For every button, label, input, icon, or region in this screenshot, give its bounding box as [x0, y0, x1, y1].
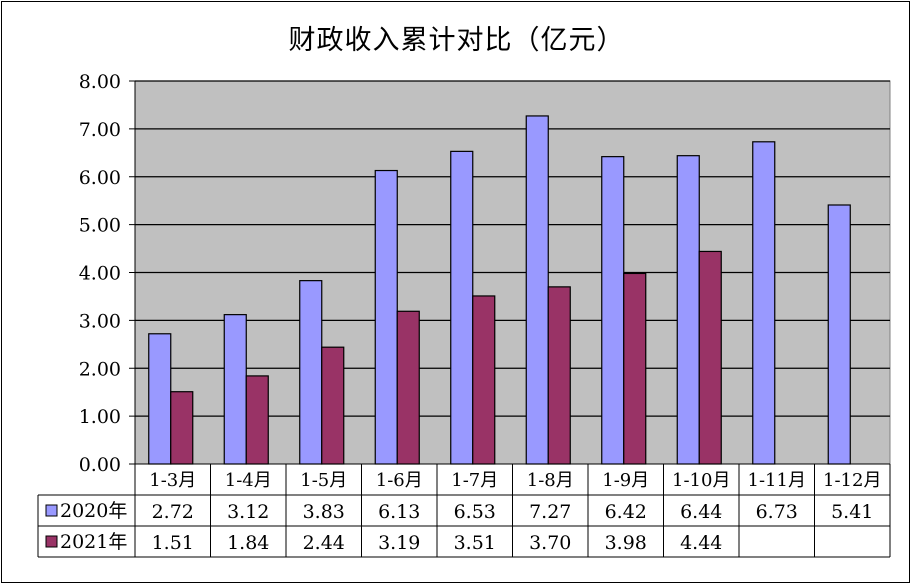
x-tick-label: 1-8月	[527, 470, 574, 491]
legend-swatch	[45, 504, 58, 517]
data-table-cell: 3.83	[303, 501, 345, 523]
data-table-cell: 6.42	[605, 501, 647, 523]
bar-series-2	[245, 375, 269, 465]
bar-series-2	[396, 310, 420, 465]
bar-series-1	[827, 204, 851, 465]
bar-series-2	[698, 250, 722, 465]
x-tick-label: 1-5月	[300, 470, 347, 491]
y-tick-label: 1.00	[79, 406, 121, 428]
y-tick-label: 7.00	[79, 119, 121, 141]
x-tick-label: 1-11月	[748, 470, 806, 491]
data-table-cell: 4.44	[680, 532, 722, 554]
bar-series-2	[623, 272, 647, 465]
data-table-cell: 3.70	[529, 532, 571, 554]
bar-series-1	[374, 169, 398, 465]
data-table-cell: 3.51	[454, 532, 496, 554]
y-tick-label: 3.00	[79, 310, 121, 332]
data-table-cell: 3.19	[378, 532, 420, 554]
bar-series-1	[525, 115, 549, 465]
data-table-cell: 6.53	[454, 501, 496, 523]
bar-series-1	[299, 280, 323, 465]
data-table-cell: 2.72	[152, 501, 194, 523]
x-tick-label: 1-3月	[149, 470, 196, 491]
data-table-cell: 7.27	[529, 501, 571, 523]
bar-series-2	[321, 346, 345, 465]
x-tick-label: 1-6月	[376, 470, 423, 491]
data-table-cell: 1.84	[227, 532, 269, 554]
data-table-cell: 2.44	[303, 532, 345, 554]
y-tick-label: 5.00	[79, 215, 121, 237]
x-tick-label: 1-9月	[602, 470, 649, 491]
data-table-cell: 3.98	[605, 532, 647, 554]
x-tick-label: 1-10月	[672, 470, 730, 491]
y-tick-label: 8.00	[79, 71, 121, 93]
bar-series-2	[170, 391, 194, 465]
x-tick-label: 1-4月	[225, 470, 272, 491]
bar-series-1	[223, 314, 247, 465]
data-table-cell: 6.73	[756, 501, 798, 523]
y-tick-label: 0.00	[79, 454, 121, 476]
data-table-cell: 3.12	[227, 501, 269, 523]
legend-swatch	[45, 535, 58, 548]
x-tick-label: 1-7月	[451, 470, 498, 491]
data-table-cell: 5.41	[831, 501, 873, 523]
y-tick-label: 6.00	[79, 167, 121, 189]
bar-series-2	[472, 295, 496, 465]
bar-series-1	[601, 156, 625, 465]
bar-series-1	[148, 333, 172, 465]
x-tick-label: 1-12月	[823, 470, 881, 491]
data-table-cell: 6.44	[680, 501, 722, 523]
bar-series-1	[752, 141, 776, 465]
y-tick-label: 4.00	[79, 263, 121, 285]
legend-label: 2021年	[60, 531, 127, 553]
legend-label: 2020年	[60, 500, 127, 522]
bar-series-2	[547, 286, 571, 465]
y-tick-label: 2.00	[79, 358, 121, 380]
bar-series-1	[676, 155, 700, 465]
bar-series-1	[450, 150, 474, 465]
data-table-cell: 1.51	[152, 532, 194, 554]
data-table-cell: 6.13	[378, 501, 420, 523]
chart-title: 财政收入累计对比（亿元）	[288, 25, 625, 56]
